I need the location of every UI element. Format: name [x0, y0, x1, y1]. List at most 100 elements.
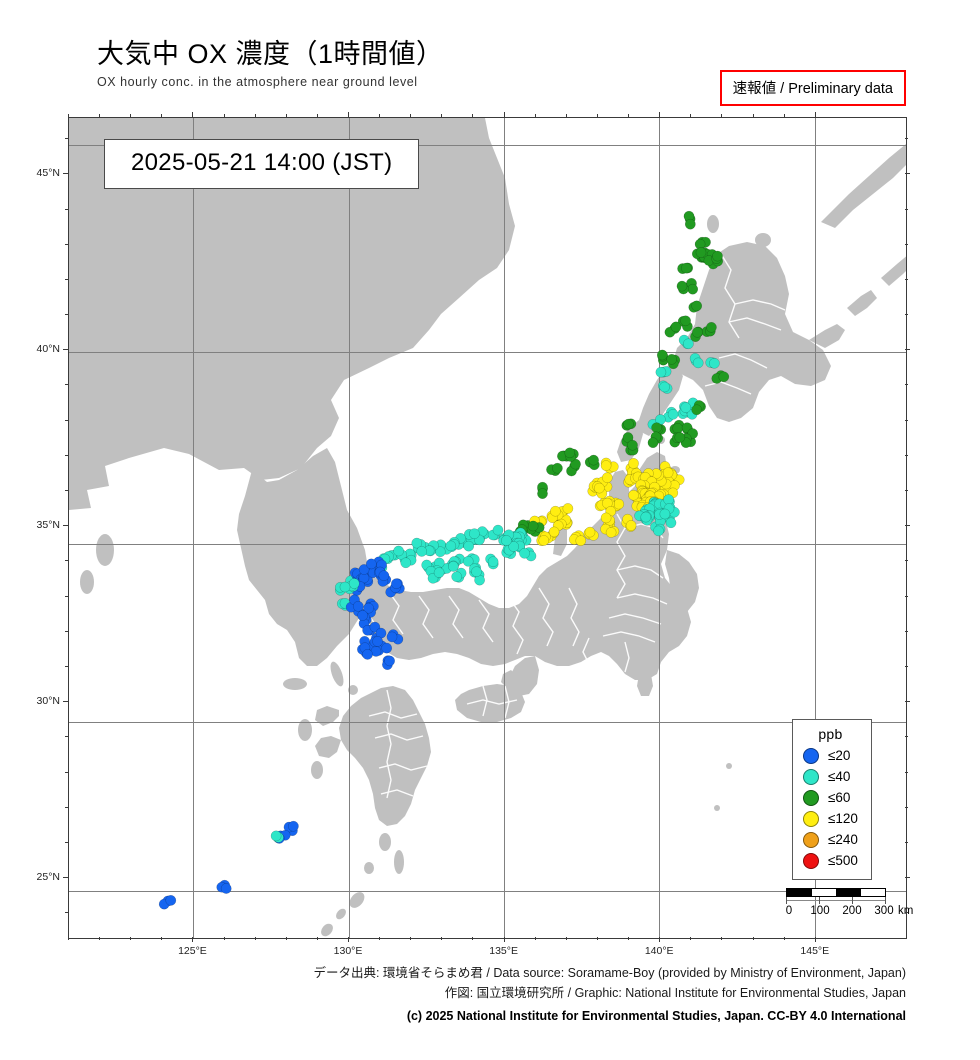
station-point	[601, 472, 613, 484]
axis-tick-x-minor-top	[565, 114, 567, 117]
axis-tick-y	[63, 525, 68, 527]
axis-label-x: 140°E	[644, 945, 674, 957]
gridline-lon-130	[349, 118, 350, 938]
station-point	[433, 567, 445, 578]
axis-tick-y-minor	[65, 138, 68, 140]
gridline-lon-135	[504, 118, 505, 938]
axis-tick-y-minor-right	[905, 806, 908, 808]
axis-tick-x-minor	[752, 937, 754, 940]
axis-label-y: 45°N	[36, 167, 60, 180]
legend-item-40[interactable]: ≤40	[803, 766, 858, 787]
axis-tick-y-minor	[65, 243, 68, 245]
axis-tick-x-minor	[690, 937, 692, 940]
station-point	[687, 283, 699, 295]
axis-label-x: 145°E	[800, 945, 830, 957]
station-point	[628, 458, 639, 469]
station-point	[575, 535, 587, 547]
axis-tick-x-minor	[596, 937, 598, 940]
station-point	[627, 439, 638, 451]
axis-tick-x-top	[348, 112, 350, 117]
station-point	[416, 546, 428, 557]
gridline-lon-125	[193, 118, 194, 938]
axis-tick-x-minor-top	[721, 114, 723, 117]
station-point	[451, 571, 463, 583]
axis-tick-y-minor	[65, 314, 68, 316]
station-point	[647, 437, 659, 449]
axis-tick-x-minor-top	[285, 114, 287, 117]
station-point	[718, 371, 730, 383]
axis-label-y: 30°N	[36, 695, 60, 708]
scale-seg-2	[811, 889, 836, 896]
axis-tick-x-minor	[254, 937, 256, 940]
legend-swatch-icon	[803, 768, 819, 785]
legend-label: ≤240	[828, 832, 858, 847]
axis-tick-x-minor-top	[628, 114, 630, 117]
station-point	[676, 280, 688, 292]
axis-label-y: 35°N	[36, 519, 60, 532]
station-point	[625, 520, 637, 531]
station-point	[469, 528, 480, 540]
station-point	[348, 578, 360, 589]
axis-tick-y-minor-right	[905, 595, 908, 597]
station-point	[622, 432, 634, 443]
station-point	[384, 655, 395, 667]
station-point	[683, 338, 694, 350]
axis-tick-x-minor-top	[596, 114, 598, 117]
axis-tick-y-minor	[65, 806, 68, 808]
axis-tick-x-top	[503, 112, 505, 117]
station-point	[358, 564, 370, 575]
legend-item-20[interactable]: ≤20	[803, 745, 858, 766]
station-point	[508, 541, 520, 552]
station-point	[628, 489, 639, 501]
axis-tick-x-top	[192, 112, 194, 117]
station-point	[674, 432, 686, 443]
map-plot-area[interactable]	[68, 117, 907, 939]
gridline-lat-25	[69, 891, 906, 892]
station-point	[570, 458, 581, 470]
axis-tick-y-minor-right	[905, 243, 908, 245]
scale-seg-1	[787, 889, 812, 896]
station-point	[655, 366, 667, 378]
station-point	[665, 517, 677, 529]
station-point	[691, 404, 703, 416]
legend-item-240[interactable]: ≤240	[803, 829, 858, 850]
legend-item-120[interactable]: ≤120	[803, 808, 858, 829]
station-point	[653, 525, 664, 537]
axis-label-x: 125°E	[178, 945, 207, 957]
axis-label-x: 135°E	[489, 945, 518, 957]
legend-label: ≤40	[828, 769, 851, 784]
station-point	[600, 512, 612, 524]
axis-tick-y-right	[905, 349, 910, 351]
axis-tick-y-minor	[65, 630, 68, 632]
scale-bar: 0 100 200 300 km	[786, 888, 918, 919]
axis-tick-x	[503, 937, 505, 942]
scale-label-300: 300	[874, 905, 894, 917]
station-point	[288, 820, 299, 832]
station-point	[548, 526, 560, 538]
legend-swatch-icon	[803, 747, 819, 764]
station-point	[363, 602, 374, 614]
legend-item-500[interactable]: ≤500	[803, 850, 858, 871]
axis-tick-y-minor-right	[905, 454, 908, 456]
station-point	[462, 555, 474, 567]
station-point	[519, 547, 530, 559]
station-point	[372, 636, 383, 647]
legend-item-60[interactable]: ≤60	[803, 787, 858, 808]
page-title-english: OX hourly conc. in the atmosphere near g…	[97, 74, 418, 89]
scale-bar-labels: 0 100 200 300 km	[786, 905, 918, 919]
axis-tick-y-minor-right	[905, 841, 908, 843]
gridline-lat-45	[69, 145, 906, 146]
axis-tick-y-minor-right	[905, 208, 908, 210]
station-point	[695, 247, 707, 258]
station-point	[445, 540, 457, 552]
axis-tick-y-minor-right	[905, 278, 908, 280]
basemap-svg	[69, 118, 906, 937]
axis-tick-x-minor-top	[410, 114, 412, 117]
station-point	[662, 467, 674, 479]
station-point	[365, 558, 377, 570]
scale-label-0: 0	[785, 905, 793, 917]
scale-bar-graphic	[786, 888, 886, 897]
station-point	[593, 482, 605, 494]
axis-tick-y	[63, 701, 68, 703]
